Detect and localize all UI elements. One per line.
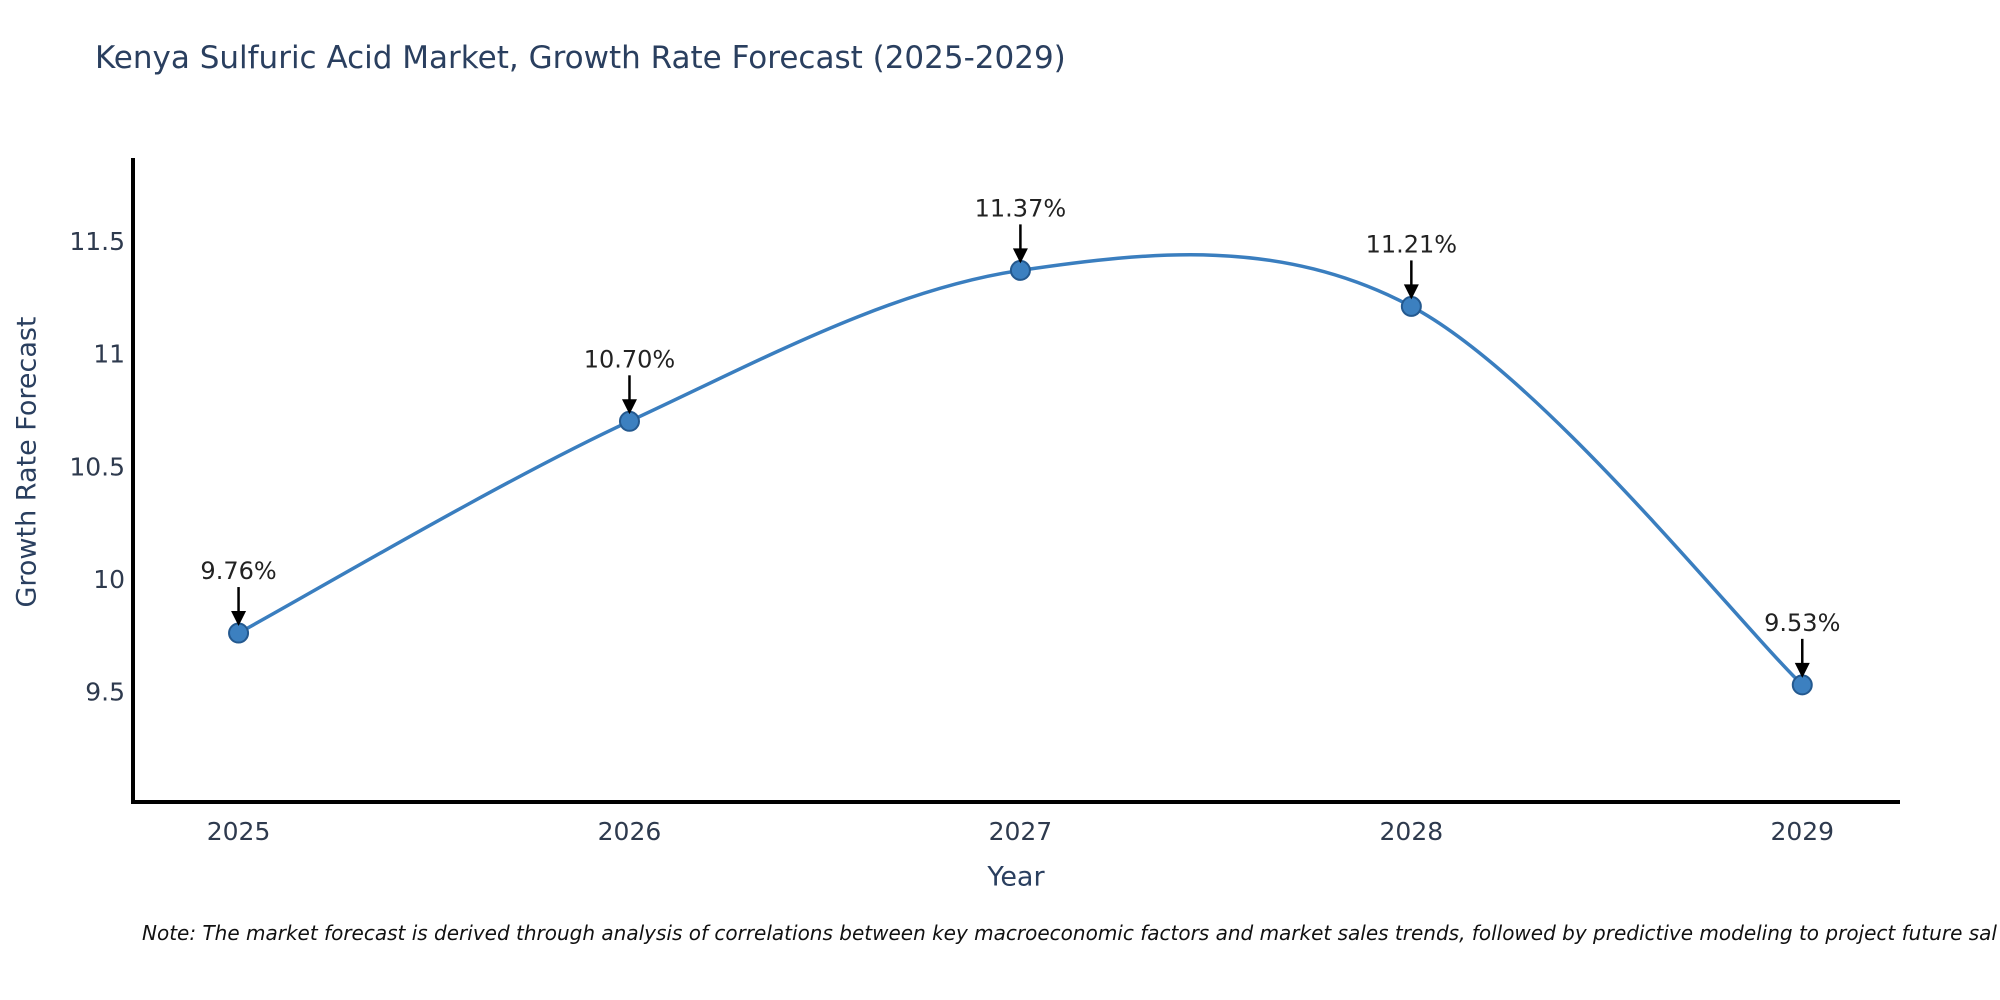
annotation-arrow-head	[1012, 248, 1028, 264]
annotation-label: 9.76%	[200, 557, 276, 585]
series-line	[236, 253, 1805, 687]
annotation-label: 11.21%	[1366, 230, 1458, 258]
data-point-marker	[1400, 295, 1422, 317]
annotation-label: 10.70%	[584, 345, 676, 373]
annotation-arrow-head	[621, 399, 637, 415]
annotation-arrow-head	[1794, 662, 1810, 678]
y-tick-label: 10	[93, 565, 125, 594]
x-tick-label: 2029	[1770, 817, 1834, 846]
y-tick-label: 10.5	[69, 452, 125, 481]
y-tick-label: 11	[93, 340, 125, 369]
data-point-marker	[618, 410, 640, 432]
annotations: 9.76% 10.70% 11.37% 11.21% 9.53%	[200, 194, 1840, 678]
x-tick-label: 2026	[598, 817, 662, 846]
y-tick-label: 11.5	[69, 227, 125, 256]
x-tick-label: 2025	[207, 817, 271, 846]
tick-labels: 9.5 10 10.5 11 11.5 2025 2026 2027 2028 2029	[69, 227, 1834, 846]
annotation-label: 9.53%	[1764, 609, 1840, 637]
x-tick-label: 2027	[989, 817, 1053, 846]
footnote: Note: The market forecast is derived thr…	[142, 921, 1997, 945]
data-point-marker	[228, 622, 250, 644]
annotation-arrow-head	[231, 611, 247, 627]
chart-title: Kenya Sulfuric Acid Market, Growth Rate …	[95, 40, 1066, 76]
data-point-marker	[1791, 674, 1813, 696]
x-tick-label: 2028	[1380, 817, 1444, 846]
data-points	[228, 259, 1813, 696]
y-tick-label: 9.5	[85, 678, 125, 707]
data-point-marker	[1009, 259, 1031, 281]
annotation-arrow-head	[1403, 284, 1419, 300]
x-axis-title: Year	[987, 861, 1045, 893]
annotation-label: 11.37%	[975, 194, 1067, 222]
